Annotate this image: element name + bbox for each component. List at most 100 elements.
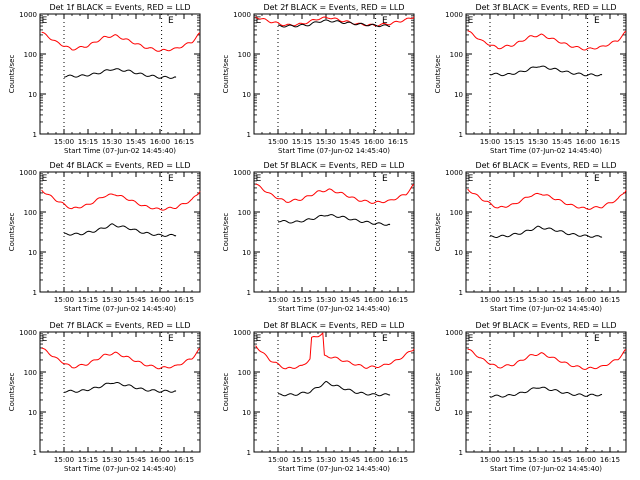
y-axis-label: Counts/sec (222, 213, 230, 252)
x-tick-label: 16:15 (600, 296, 620, 304)
panel-title: Det 2f BLACK = Events, RED = LLD (263, 3, 404, 12)
x-tick-label: 16:00 (364, 296, 384, 304)
y-axis-label: Counts/sec (434, 373, 442, 412)
x-tick-label: 15:45 (126, 456, 146, 464)
y-tick-label: 1 (247, 449, 251, 457)
x-axis-label: Start Time (07-Jun-02 14:45:40) (64, 147, 176, 155)
y-tick-label: 100 (238, 209, 251, 217)
series-line (255, 332, 415, 370)
y-tick-label: 1000 (445, 11, 463, 19)
y-tick-label: 1000 (19, 11, 37, 19)
series-line (490, 65, 603, 77)
x-tick-label: 15:45 (126, 296, 146, 304)
x-tick-label: 15:30 (102, 456, 122, 464)
y-tick-label: 10 (454, 409, 463, 417)
x-axis-label: Start Time (07-Jun-02 14:45:40) (278, 305, 390, 313)
y-axis-label: Counts/sec (8, 55, 16, 94)
e-marker: E (382, 174, 388, 184)
x-tick-label: 15:15 (292, 138, 312, 146)
x-tick-label: 15:00 (268, 138, 288, 146)
e-marker: E (382, 334, 388, 344)
x-tick-label: 15:30 (316, 296, 336, 304)
panel-det-8: Det 8f BLACK = Events, RED = LLD 1 10 100 10… (222, 321, 415, 473)
y-tick-label: 10 (242, 91, 251, 99)
panel-det-4: Det 4f BLACK = Events, RED = LLD 1 10 100 10… (8, 161, 201, 313)
x-tick-label: 16:00 (150, 138, 170, 146)
series-line (467, 188, 627, 210)
y-tick-label: 100 (24, 51, 37, 59)
panel-det-1: Det 1f BLACK = Events, RED = LLD 1 10 100 10… (8, 3, 201, 155)
series-line (41, 31, 201, 52)
e-marker: E (468, 16, 474, 26)
e-marker: E (42, 174, 48, 184)
x-axis-label: Start Time (07-Jun-02 14:45:40) (490, 147, 602, 155)
y-tick-label: 10 (454, 249, 463, 257)
x-tick-label: 16:00 (150, 296, 170, 304)
x-tick-label: 15:15 (292, 456, 312, 464)
e-marker: E (256, 16, 262, 26)
x-tick-label: 15:00 (268, 296, 288, 304)
x-tick-label: 16:00 (576, 456, 596, 464)
x-axis-label: Start Time (07-Jun-02 14:45:40) (490, 305, 602, 313)
series-line (255, 16, 415, 27)
y-tick-label: 1000 (19, 169, 37, 177)
panel-det-3: Det 3f BLACK = Events, RED = LLD 1 10 100 10… (434, 3, 627, 155)
x-tick-label: 15:30 (528, 138, 548, 146)
e-marker: E (168, 174, 174, 184)
y-axis-label: Counts/sec (8, 213, 16, 252)
panel-title: Det 4f BLACK = Events, RED = LLD (49, 161, 190, 170)
y-tick-label: 10 (242, 409, 251, 417)
panel-title: Det 3f BLACK = Events, RED = LLD (475, 3, 616, 12)
series-line (63, 68, 177, 79)
x-tick-label: 16:15 (174, 456, 194, 464)
panel-det-7: Det 7f BLACK = Events, RED = LLD 1 10 100 10… (8, 321, 201, 473)
y-tick-label: 1000 (19, 329, 37, 337)
x-axis-label: Start Time (07-Jun-02 14:45:40) (490, 465, 602, 473)
x-tick-label: 15:00 (54, 138, 74, 146)
x-tick-label: 16:15 (174, 138, 194, 146)
y-tick-label: 1 (33, 131, 37, 139)
y-tick-label: 100 (238, 51, 251, 59)
e-marker: E (594, 174, 600, 184)
x-tick-label: 16:00 (364, 138, 384, 146)
panel-det-6: Det 6f BLACK = Events, RED = LLD 1 10 100 10… (434, 161, 627, 313)
e-marker: E (42, 16, 48, 26)
series-line (467, 30, 627, 51)
x-tick-label: 15:15 (78, 296, 98, 304)
x-tick-label: 15:15 (78, 138, 98, 146)
x-tick-label: 15:00 (480, 138, 500, 146)
x-tick-label: 15:15 (504, 456, 524, 464)
y-tick-label: 100 (450, 369, 463, 377)
series-line (63, 382, 177, 393)
x-tick-label: 16:00 (576, 138, 596, 146)
x-tick-label: 16:15 (174, 296, 194, 304)
e-marker: E (168, 334, 174, 344)
x-axis-label: Start Time (07-Jun-02 14:45:40) (64, 465, 176, 473)
y-axis-label: Counts/sec (434, 55, 442, 94)
x-axis-label: Start Time (07-Jun-02 14:45:40) (278, 465, 390, 473)
y-tick-label: 10 (242, 249, 251, 257)
panel-title: Det 1f BLACK = Events, RED = LLD (49, 3, 190, 12)
y-tick-label: 1 (459, 449, 463, 457)
x-tick-label: 15:30 (102, 296, 122, 304)
y-tick-label: 100 (450, 209, 463, 217)
panel-det-2: Det 2f BLACK = Events, RED = LLD 1 10 100 10… (222, 3, 415, 155)
y-tick-label: 100 (24, 369, 37, 377)
e-marker: E (256, 334, 262, 344)
series-line (41, 347, 200, 370)
panel-det-9: Det 9f BLACK = Events, RED = LLD 1 10 100 10… (434, 321, 627, 473)
y-tick-label: 1 (459, 289, 463, 297)
e-marker: E (468, 174, 474, 184)
panel-title: Det 5f BLACK = Events, RED = LLD (263, 161, 404, 170)
series-line (277, 19, 391, 28)
x-tick-label: 15:45 (552, 456, 572, 464)
x-tick-label: 16:15 (388, 456, 408, 464)
y-axis-label: Counts/sec (222, 373, 230, 412)
y-tick-label: 1000 (445, 329, 463, 337)
e-marker: E (42, 334, 48, 344)
x-tick-label: 16:15 (388, 138, 408, 146)
x-tick-label: 15:30 (528, 456, 548, 464)
x-tick-label: 15:30 (316, 456, 336, 464)
series-line (255, 183, 415, 204)
